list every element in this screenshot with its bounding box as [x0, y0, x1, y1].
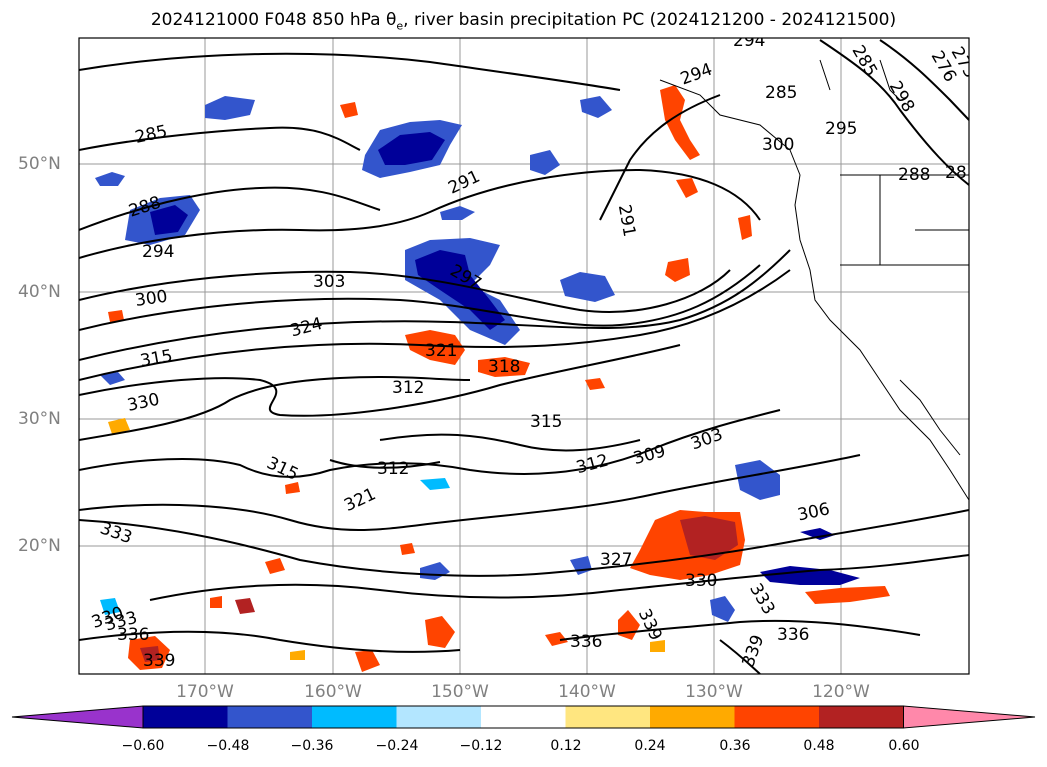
lon-label: 160°W: [304, 682, 362, 702]
contour-label: 327: [600, 550, 632, 570]
contour-label: 315: [139, 346, 174, 371]
lon-label: 130°W: [685, 682, 743, 702]
contour-label: 294: [678, 60, 715, 90]
contour-label: 291: [614, 203, 639, 238]
lat-label: 20°N: [18, 536, 61, 556]
contour-label: 318: [488, 357, 520, 377]
contour-label: 336: [570, 632, 602, 652]
contour-label: 315: [530, 412, 562, 432]
colorbar-tick-label: −0.24: [375, 738, 419, 754]
contour-labels: 285 288 294 300 303 324 315 330 333 321 …: [89, 31, 969, 671]
contour-label: 309: [631, 441, 668, 469]
colorbar: [11, 705, 1036, 729]
lat-label: 40°N: [18, 282, 61, 302]
theta-e-contours: [79, 39, 969, 674]
contour-label: 294: [142, 242, 174, 262]
contour-label: 288: [898, 165, 930, 185]
contour-label: 306: [796, 499, 832, 525]
contour-label: 330: [685, 571, 717, 591]
coastline: [659, 59, 969, 501]
colorbar-frame: [142, 705, 904, 729]
gridlines: [79, 38, 969, 674]
contour-label: 324: [288, 314, 325, 342]
contour-label: 339: [143, 651, 175, 671]
contour-label: 321: [341, 484, 379, 516]
colorbar-tick-label: 0.48: [803, 738, 835, 754]
contour-label: 294: [733, 31, 765, 51]
colorbar-tick-label: 0.12: [550, 738, 582, 754]
map-title: 2024121000 F048 850 hPa θe, river basin …: [150, 10, 897, 33]
lon-label: 170°W: [176, 682, 234, 702]
colorbar-extend-max: [903, 705, 1036, 729]
contour-label: 303: [313, 272, 345, 292]
colorbar-tick-label: −0.36: [290, 738, 334, 754]
contour-label: 312: [392, 378, 424, 398]
colorbar-segment: [227, 706, 313, 728]
contour-label: 28: [945, 163, 967, 183]
contour-label: 285: [848, 42, 882, 80]
lat-label: 50°N: [18, 154, 61, 174]
contour-label: 336: [117, 625, 149, 645]
contour-label: 285: [133, 122, 169, 148]
colorbar-tick-label: −0.60: [121, 738, 165, 754]
contour-label: 330: [125, 390, 161, 416]
lon-label: 140°W: [558, 682, 616, 702]
colorbar-extend-min: [11, 705, 144, 729]
colorbar-segment: [396, 706, 482, 728]
colorbar-tick-label: 0.36: [719, 738, 751, 754]
colorbar-segment: [143, 706, 228, 728]
colorbar-tick-label: 0.24: [634, 738, 666, 754]
colorbar-segment: [734, 706, 820, 728]
colorbar-segment: [819, 706, 904, 728]
contour-label: 333: [97, 518, 134, 548]
colorbar-segment: [312, 706, 397, 728]
contour-label: 333: [745, 580, 779, 618]
contour-label: 300: [762, 135, 794, 155]
map-frame: [78, 37, 970, 675]
contour-label: 321: [425, 341, 457, 361]
colorbar-tick-label: −0.12: [459, 738, 503, 754]
colorbar-segment: [481, 706, 566, 728]
contour-label: 312: [574, 451, 611, 479]
lon-label: 150°W: [431, 682, 489, 702]
contour-label: 300: [134, 287, 169, 311]
colorbar-tick-label: 0.60: [888, 738, 920, 754]
lat-label: 30°N: [18, 409, 61, 429]
colorbar-segment: [650, 706, 735, 728]
contour-label: 312: [377, 459, 409, 479]
contour-label: 336: [777, 625, 809, 645]
contour-label: 339: [738, 632, 768, 669]
colorbar-segment: [565, 706, 651, 728]
colorbar-tick-label: −0.48: [206, 738, 250, 754]
lon-label: 120°W: [812, 682, 870, 702]
contour-label: 295: [825, 119, 857, 139]
contour-label: 315: [263, 453, 301, 485]
contour-label: 285: [765, 83, 797, 103]
contour-label: 303: [688, 425, 725, 455]
